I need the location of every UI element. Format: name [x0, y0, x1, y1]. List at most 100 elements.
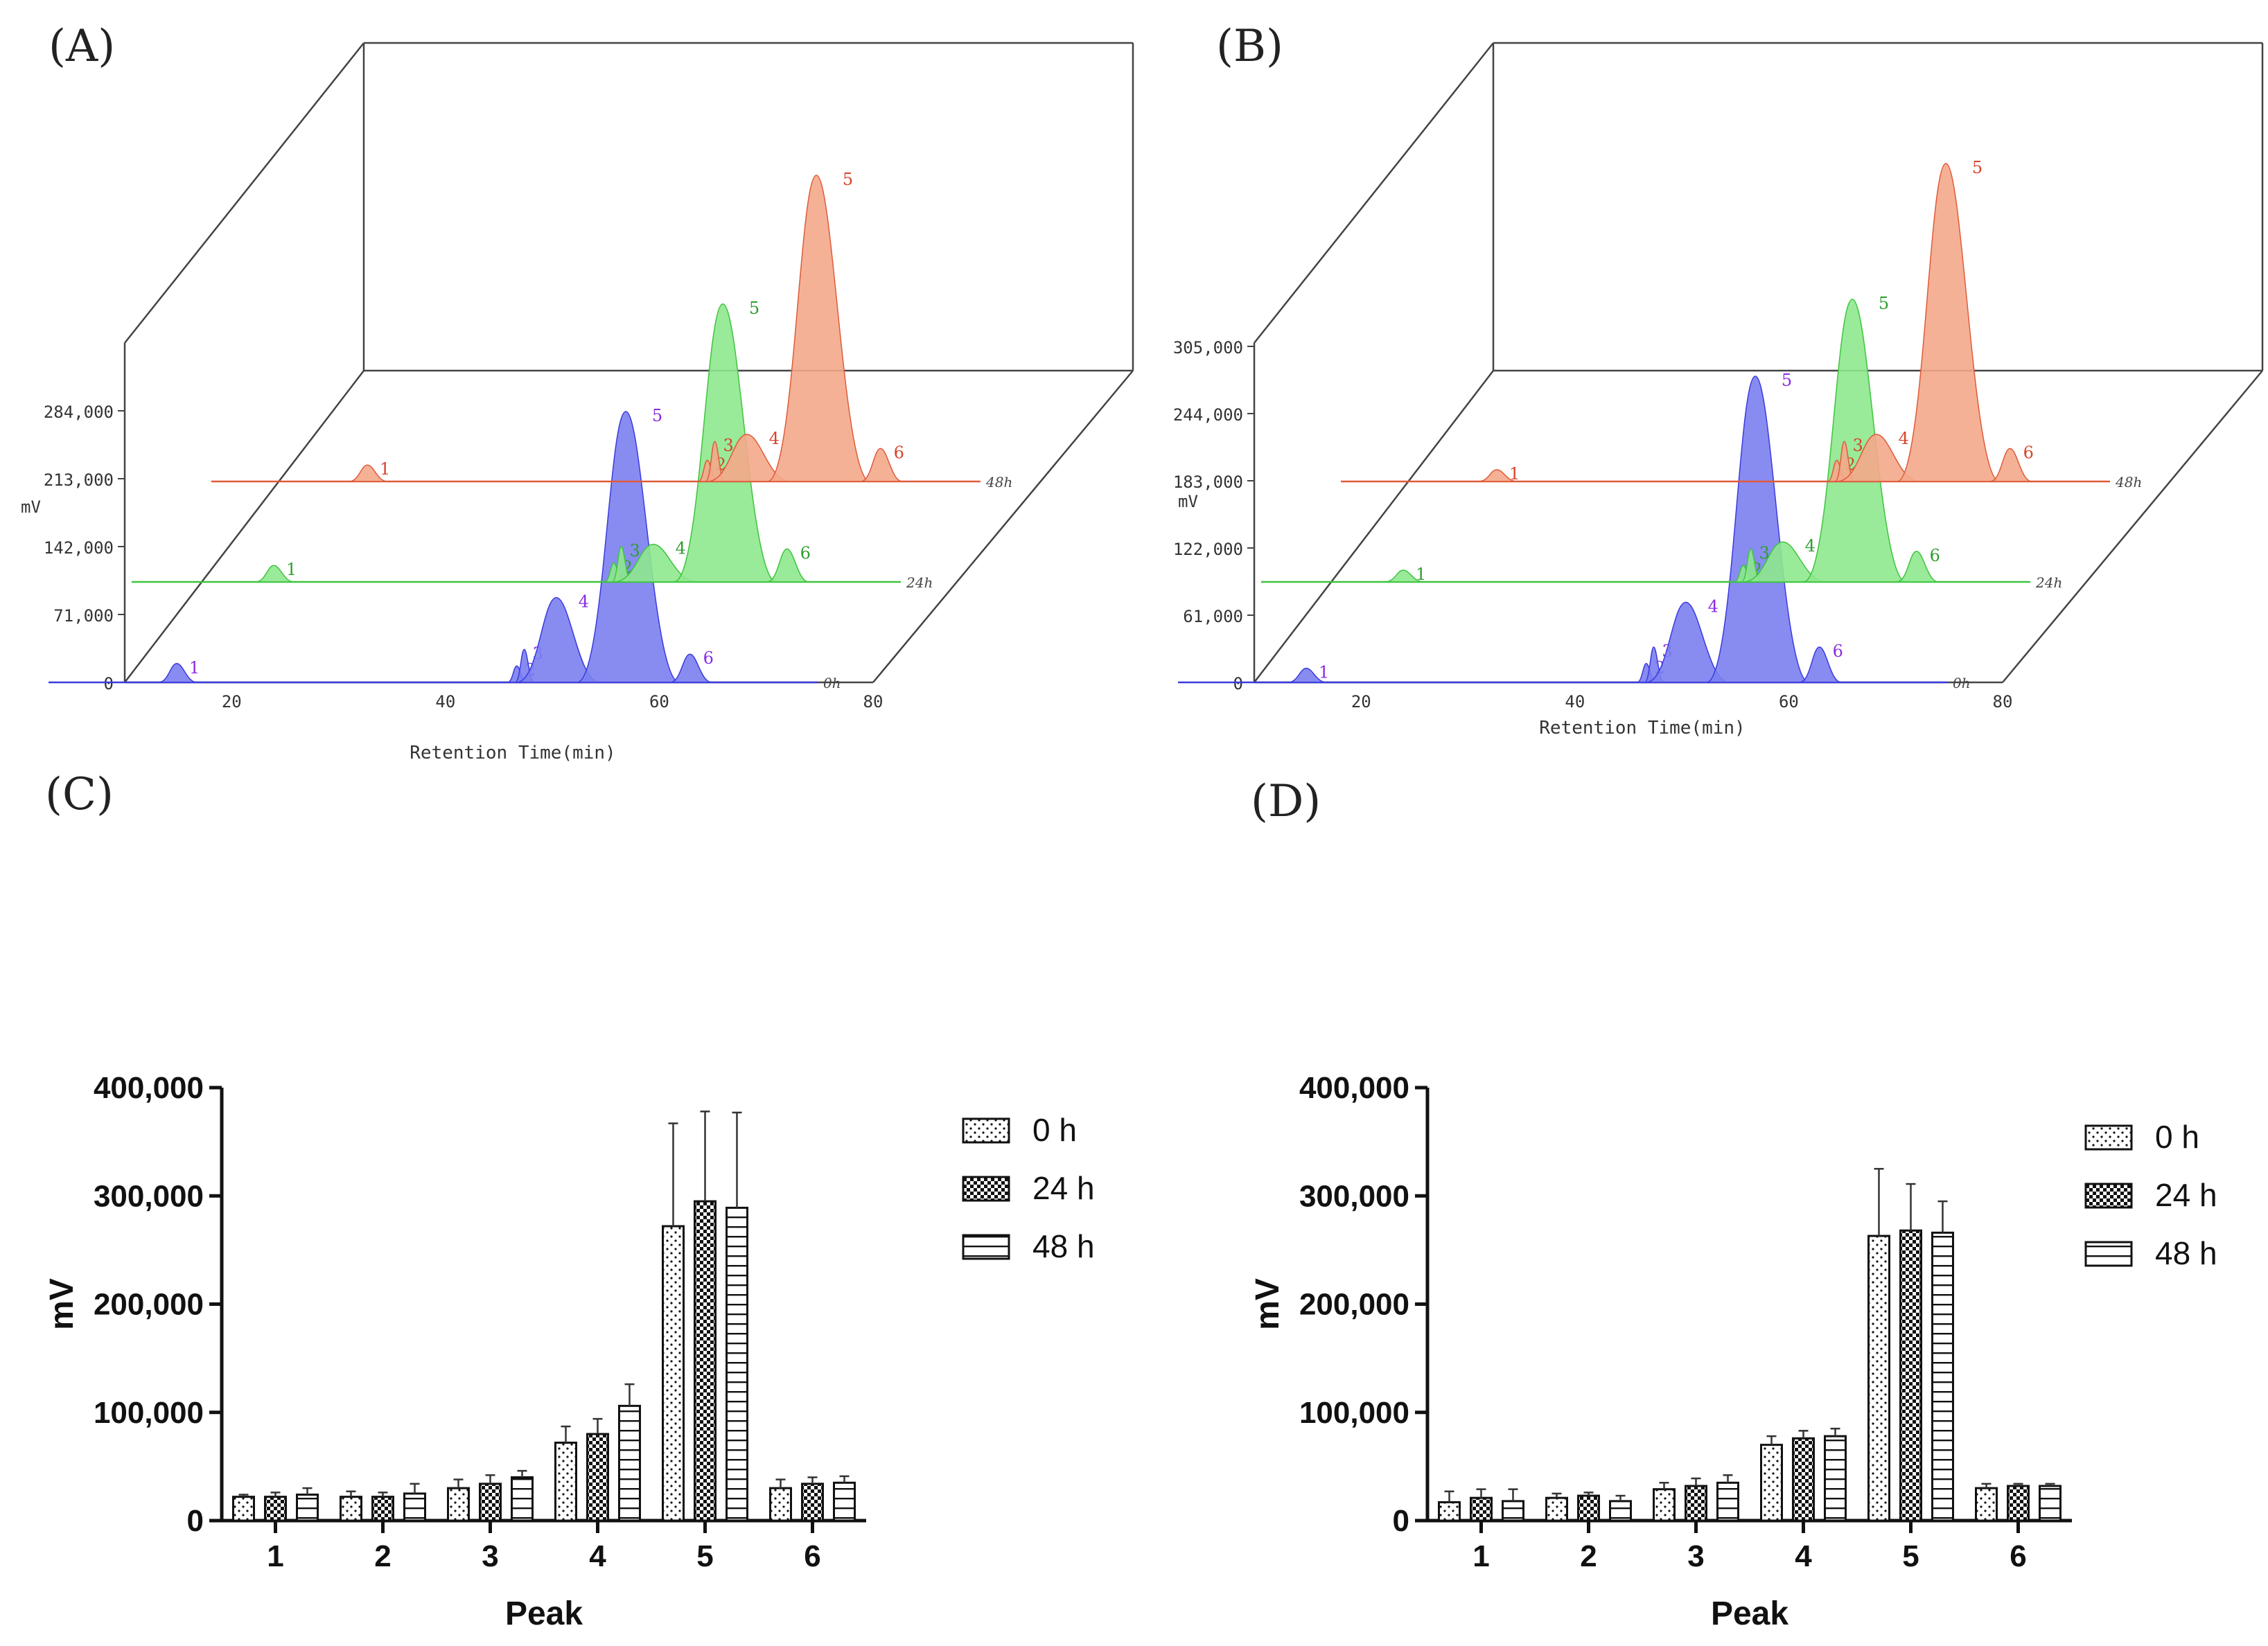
bar-24h-peak2	[371, 1496, 394, 1522]
bar-0h-peak3	[1653, 1488, 1676, 1522]
bar-48h-peak3	[1716, 1481, 1739, 1522]
x-tick-label: 5	[696, 1539, 713, 1573]
depth-label: 48h	[985, 474, 1012, 490]
y-axis-label: mV	[44, 1278, 80, 1330]
y-axis-label: mV	[1178, 492, 1198, 511]
panel-label: (C)	[45, 769, 114, 820]
legend-swatch-48h	[2084, 1241, 2133, 1267]
x-tick-label: 6	[804, 1539, 820, 1573]
peak-6	[860, 448, 903, 482]
peak-5	[1897, 163, 2000, 482]
depth-label: 24h	[2035, 574, 2062, 591]
peak-4	[516, 596, 600, 683]
y-tick-label: 400,000	[1299, 1071, 1409, 1105]
bar-0h-peak4	[1760, 1444, 1783, 1522]
y-tick-label: 213,000	[44, 470, 114, 490]
peak-6	[1896, 551, 1939, 583]
peak-5	[1803, 299, 1906, 583]
peak-label: 3	[1759, 543, 1770, 563]
x-tick-label: 40	[435, 692, 455, 711]
bar-48h-peak1	[296, 1494, 319, 1522]
y-tick-label: 122,000	[1173, 540, 1243, 559]
depth-label: 24h	[906, 574, 933, 591]
x-tick-label: 5	[1902, 1539, 1919, 1573]
y-tick-label: 142,000	[44, 538, 114, 558]
x-tick-label: 3	[482, 1539, 498, 1573]
peak-label: 6	[703, 648, 714, 668]
bar-24h-peak1	[264, 1496, 287, 1522]
peak-label: 4	[1805, 536, 1816, 556]
peak-label: 3	[723, 436, 734, 455]
peak-label: 6	[800, 543, 811, 563]
bar-0h-peak5	[1867, 1234, 1890, 1522]
x-tick-label: 80	[1993, 692, 2013, 711]
bar-24h-peak6	[2007, 1485, 2030, 1522]
bar-24h-peak3	[479, 1483, 502, 1522]
peak-label: 1	[286, 560, 297, 579]
x-tick-label: 1	[267, 1539, 283, 1573]
bar-0h-peak6	[769, 1487, 792, 1522]
y-tick-label: 0	[104, 674, 114, 693]
trace-0h: 1234560h	[49, 406, 841, 691]
peak-label: 5	[1782, 371, 1792, 390]
y-tick-label: 400,000	[94, 1071, 204, 1105]
y-tick-label: 100,000	[1299, 1396, 1409, 1430]
legend-swatch-0h	[2084, 1124, 2133, 1151]
peak-label: 4	[769, 429, 780, 448]
peak-label: 4	[579, 592, 589, 612]
peak-1	[1287, 667, 1327, 683]
legend-label: 0 h	[2155, 1119, 2199, 1155]
x-axis-label: Peak	[1711, 1595, 1788, 1632]
bar-48h-peak2	[403, 1492, 426, 1522]
peak-label: 6	[2023, 443, 2034, 462]
legend-swatch-48h	[962, 1234, 1010, 1260]
bar-0h-peak2	[340, 1496, 362, 1522]
peak-5	[577, 411, 680, 683]
panel-a: (A) 0 71,000 142,000 213,000 284,000 mV 20 40 60 8…	[21, 21, 1134, 763]
y-tick-label: 183,000	[1173, 472, 1243, 492]
peak-label: 5	[749, 299, 759, 318]
peak-label: 5	[652, 406, 662, 425]
bar-24h-peak5	[694, 1200, 717, 1522]
panel-label: (B)	[1216, 21, 1283, 72]
panel-b: (B) 0 61,000 122,000 183,000 244,000 305,000 mV…	[1173, 21, 2264, 738]
bar-0h-peak5	[662, 1225, 685, 1522]
bar-0h-peak6	[1975, 1487, 1998, 1522]
x-tick-label: 2	[1580, 1539, 1597, 1573]
y-tick-label: 200,000	[94, 1288, 204, 1322]
axis-box-edge	[124, 42, 364, 344]
legend-label: 24 h	[1032, 1170, 1095, 1206]
peak-label: 6	[1930, 546, 1940, 565]
peak-label: 5	[843, 170, 853, 189]
x-tick-label: 60	[1779, 692, 1799, 711]
peak-5	[674, 303, 777, 583]
bar-24h-peak4	[586, 1433, 609, 1522]
bar-24h-peak6	[801, 1483, 824, 1522]
legend-swatch-24h	[2084, 1183, 2133, 1209]
peak-label: 1	[1319, 663, 1329, 682]
legend-label: 48 h	[1032, 1228, 1095, 1264]
bar-48h-peak3	[511, 1476, 534, 1522]
bar-48h-peak4	[618, 1404, 641, 1522]
axis-box-edge	[2002, 370, 2263, 683]
legend-swatch-0h	[962, 1117, 1010, 1144]
panel-label: (D)	[1251, 776, 1321, 827]
panel-d: (D) 0 100,000 200,000 300,000 400,000 mV 1 2 3 4 5 6…	[1249, 776, 2217, 1632]
bar-48h-peak5	[1931, 1231, 1954, 1522]
peak-1	[255, 565, 295, 583]
peak-label: 5	[1879, 294, 1889, 313]
peak-5	[1706, 375, 1809, 683]
y-tick-label: 0	[187, 1504, 204, 1538]
axis-box-edge	[1254, 370, 1494, 683]
bar-0h-peak1	[1438, 1501, 1461, 1522]
peak-label: 4	[676, 539, 686, 558]
peak-label: 4	[1899, 429, 1909, 448]
y-tick-label: 244,000	[1173, 405, 1243, 425]
y-tick-label: 300,000	[94, 1179, 204, 1213]
y-tick-label: 305,000	[1173, 338, 1243, 357]
y-tick-label: 71,000	[53, 606, 114, 626]
